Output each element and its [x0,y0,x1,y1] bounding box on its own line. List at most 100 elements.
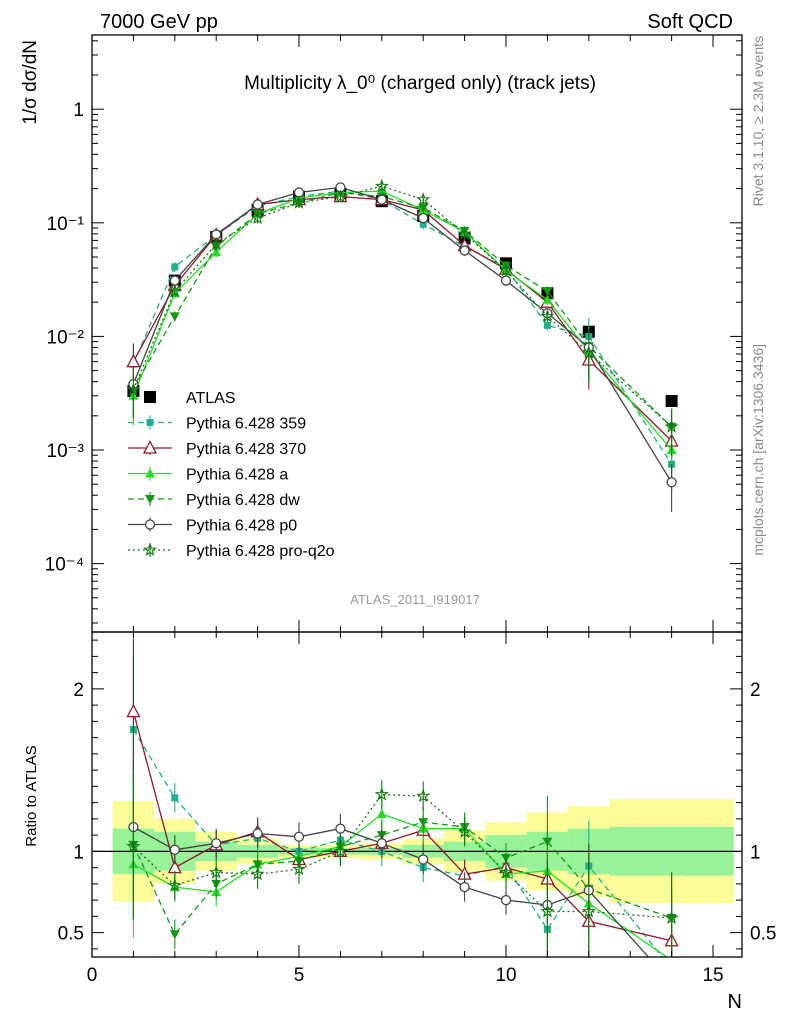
ratio-point [418,818,429,828]
legend-label: Pythia 6.428 dw [186,492,300,509]
legend: ATLAS Pythia 6.428 359 Pythia 6.428 370 Pyt… [128,390,335,560]
legend-label: Pythia 6.428 pro-q2o [186,543,335,560]
legend-label: Pythia 6.428 p0 [186,518,297,535]
ratio-point [126,703,141,718]
ratio-point [416,788,431,803]
main-panel: 10⁻⁴ 10⁻³ 10⁻² 10⁻¹ 1 [45,34,743,633]
ratio-y-tick-label: 2 [73,680,84,701]
ratio-point [498,865,514,879]
header-right: Soft QCD [647,11,733,33]
legend-entry: Pythia 6.428 p0 [128,517,297,535]
series-pythia-6-428-p0 [128,182,677,512]
ratio-point [374,787,389,801]
x-tick-label: 0 [87,965,98,986]
series-pythia-6-428-pro-q2o [126,178,679,457]
ratio-point [126,839,141,853]
legend-entry: Pythia 6.428 370 [128,440,306,458]
data-point [126,353,141,368]
main-y-tick-label: 10⁻¹ [47,214,85,235]
data-point [211,247,222,257]
ratio-point [664,910,679,924]
legend-marker [144,391,156,403]
x-tick-label: 5 [294,965,305,986]
main-y-tick-label: 10⁻³ [47,441,85,462]
legend-marker [146,419,154,426]
ratio-point [250,866,265,881]
legend-entry: Pythia 6.428 359 [128,415,306,433]
ratio-y-tick-label: 1 [73,842,84,863]
ratio-plot-frame [91,631,743,958]
ratio-y-tick-label-right: 0.5 [750,924,776,945]
x-tick-label: 10 [495,965,516,986]
data-point [169,312,180,322]
data-point [500,275,512,286]
x-tick-label: 15 [702,965,723,986]
ratio-series-pythia-6-428-pro-q2o [126,773,679,957]
legend-entry: Pythia 6.428 dw [128,492,300,509]
main-data [126,178,679,512]
ratio-point [291,861,307,876]
data-point [543,321,551,329]
data-point [419,220,427,228]
header-left: 7000 GeV pp [100,11,218,33]
ratio-point [333,844,348,858]
legend-marker [142,440,158,454]
data-point [542,287,553,297]
legend-entry: Pythia 6.428 a [128,466,288,484]
legend-entry: Pythia 6.428 pro-q2o [128,542,335,560]
legend-marker [145,495,155,504]
ratio-point [169,930,180,940]
ratio-point [668,965,675,972]
data-point [252,199,263,210]
data-point [581,345,596,359]
ratio-point [500,894,512,906]
ratio-point [335,823,346,834]
ratio-point [376,838,387,849]
legend-label: ATLAS [186,390,236,407]
data-point [126,382,141,396]
legend-label: Pythia 6.428 370 [186,441,306,458]
data-point [169,275,180,286]
ratio-y-tick-label-right: 1 [750,842,761,863]
ratio-point [581,904,596,918]
data-point [418,203,429,213]
ratio-point [209,865,224,879]
series-atlas [127,187,678,408]
data-point [542,294,553,304]
ratio-point [167,878,182,892]
data-point [374,178,389,193]
data-point [664,419,679,433]
data-point [171,263,179,271]
mcplots-label: mcplots.cern.ch [arXiv:1306.3436] [750,344,766,556]
ratio-point [293,831,305,842]
ratio-point [376,809,387,818]
ratio-y-axis-label: Ratio to ATLAS [23,745,40,846]
data-point [209,236,224,251]
legend-label: Pythia 6.428 359 [186,416,306,433]
ratio-panel: 0.5 0.5 1 1 2 2 0 5 10 15 [58,631,776,986]
data-point [418,212,429,224]
data-point [291,195,307,209]
ratio-point [171,794,179,802]
main-y-tick-label: 10⁻⁴ [45,555,84,576]
data-point [333,189,348,203]
main-y-tick-label: 10⁻² [47,327,85,348]
ratio-point [459,881,470,893]
data-point [666,477,677,488]
data-point [416,192,431,206]
data-point [250,210,265,225]
legend-label: Pythia 6.428 a [186,467,288,484]
data-point [498,263,514,277]
data-point [665,395,678,408]
legend-marker [145,468,155,478]
legend-entry: ATLAS [144,390,236,407]
ratio-y-tick-label-right: 2 [750,680,761,701]
data-point [457,226,472,240]
ratio-data [92,638,742,972]
legend-marker [144,519,156,530]
legend-marker [142,542,158,556]
main-plot-title: Multiplicity λ_0⁰ (charged only) (track … [244,73,596,94]
data-point [540,308,555,323]
data-point [167,283,182,298]
